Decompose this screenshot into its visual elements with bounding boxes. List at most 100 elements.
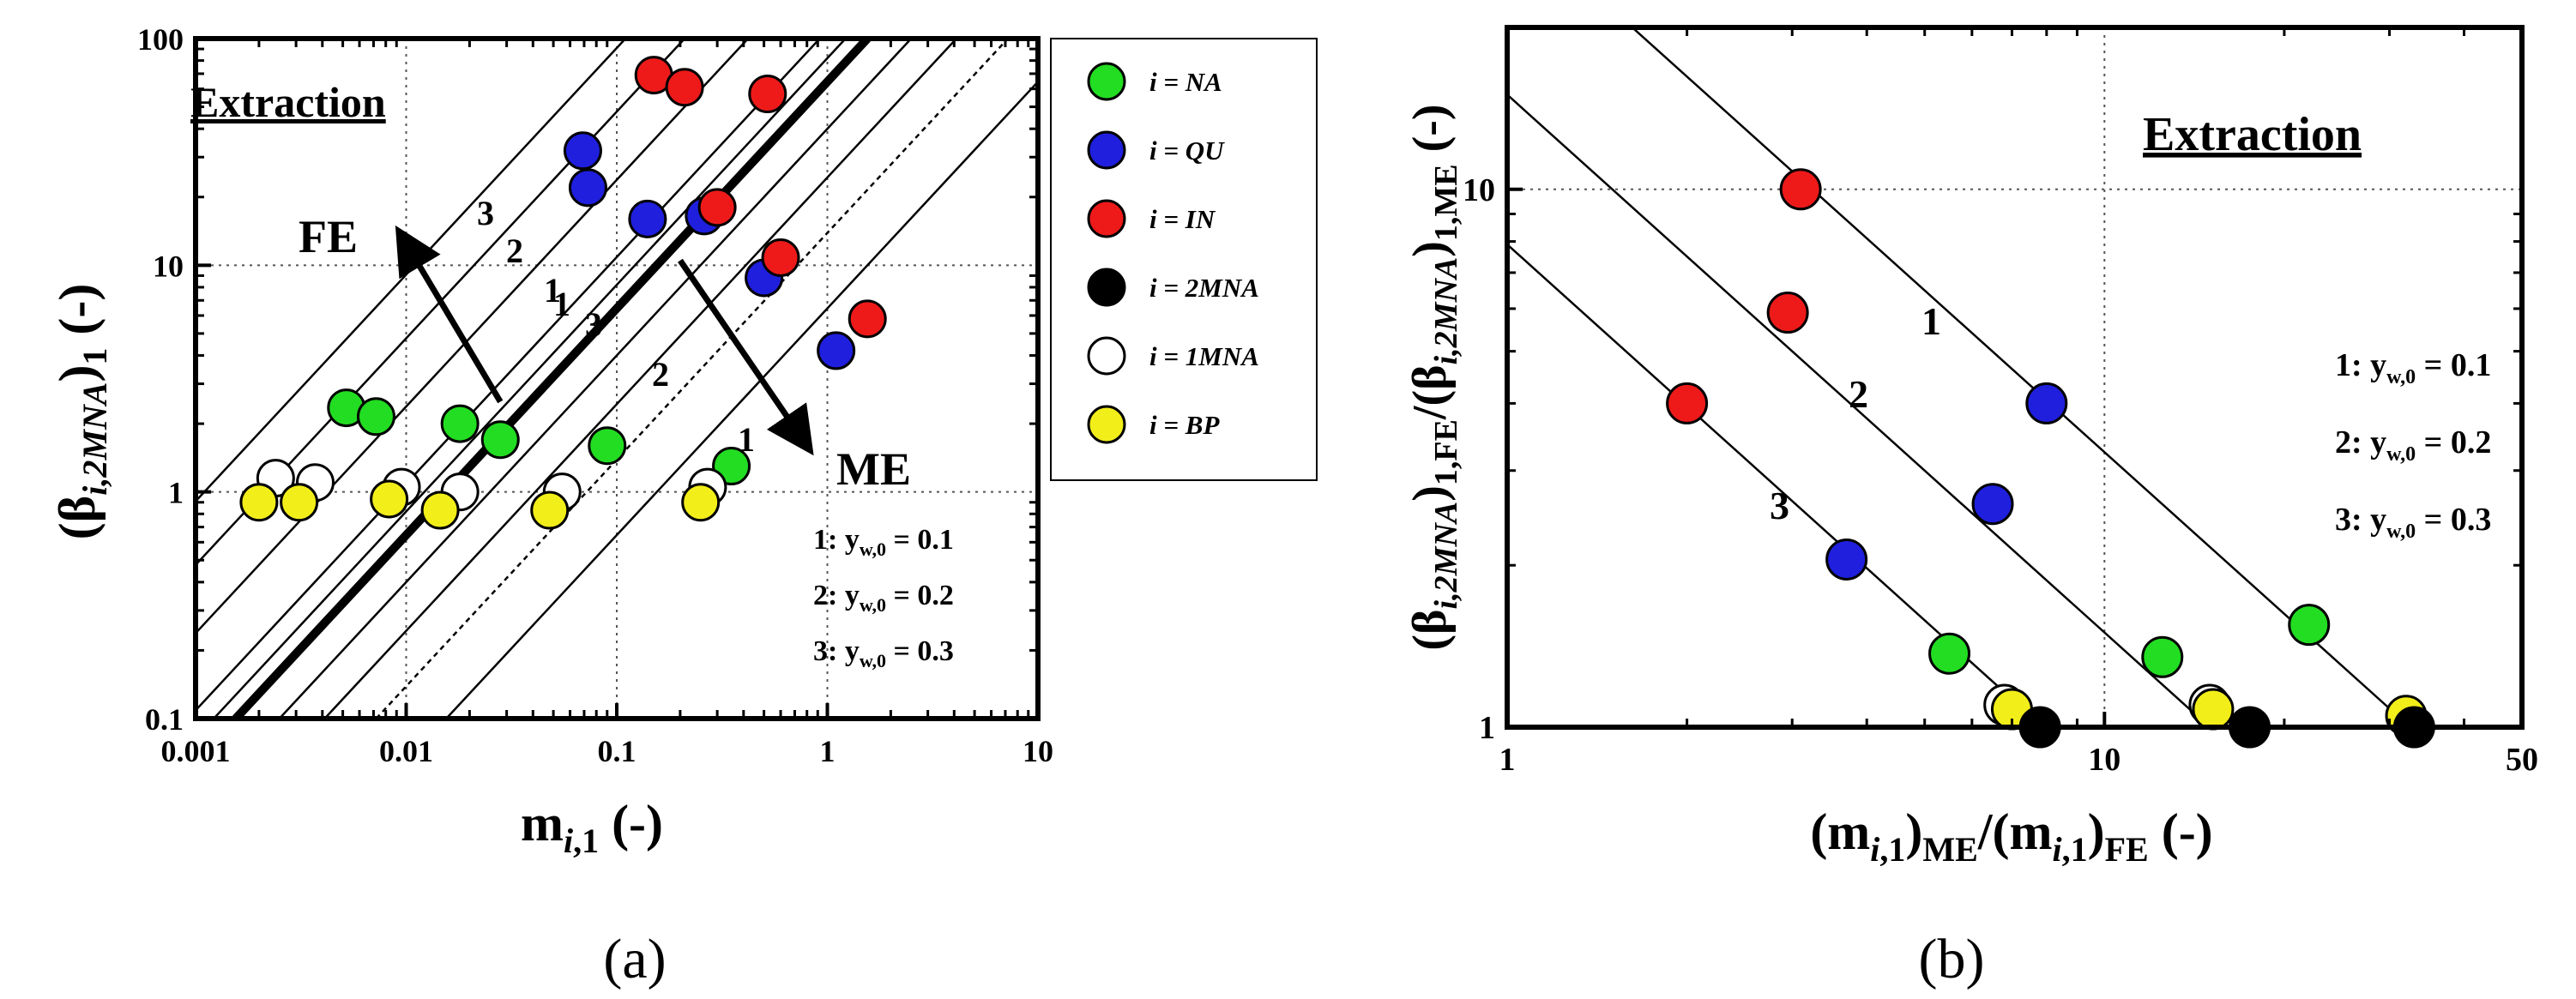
a-fit-line: [278, 39, 913, 719]
legend-marker: [1087, 130, 1126, 170]
b-y-tick-label: 10: [1463, 172, 1495, 208]
b-point-in: [1766, 292, 1809, 334]
legend: i = NA i = QU i = IN i = 2MNA i = 1MNA i = BP: [1050, 38, 1318, 481]
a-y-tick-label: 100: [137, 22, 184, 57]
a-point-na: [356, 397, 395, 436]
b-x-tick-label: 50: [2506, 742, 2538, 778]
a-fit-lines: [196, 39, 1038, 719]
fe-label: FE: [299, 211, 358, 262]
a-conditions: 1: yw,0 = 0.1 2: yw,0 = 0.2 3: yw,0 = 0.…: [813, 524, 954, 671]
b-point-na: [2288, 604, 2331, 647]
a-point-qu: [817, 331, 856, 370]
panel-a-caption: (a): [603, 928, 666, 990]
b-x-tick-label: 1: [1499, 742, 1516, 778]
legend-marker: [1087, 336, 1126, 376]
a-fit-line: [323, 39, 957, 719]
b-point-qu: [1825, 538, 1868, 581]
a-point-na: [588, 426, 627, 466]
b-x-axis-label: (mi,1)ME/(mi,1)FE (-): [1810, 803, 2212, 869]
a-fit-line: [213, 39, 847, 719]
a-fit-line: [196, 39, 749, 635]
a-point-bp: [681, 483, 721, 522]
b-point-na: [1928, 632, 1971, 675]
a-point-qu: [568, 168, 607, 208]
a-point-bp: [280, 483, 319, 522]
svg-text:2: yw,0 = 0.2: 2: yw,0 = 0.2: [2335, 424, 2491, 466]
a-point-na: [480, 420, 520, 460]
a-y-axis-label: (βi,2MNA)1 (-): [49, 284, 114, 540]
a-fit-line: [232, 39, 871, 719]
a-point-in: [848, 299, 887, 339]
a-point-bp: [420, 490, 460, 530]
panel-a: 0.001 0.01 0.1 1 10 0.1 1 10 100 Extraction FE M…: [49, 22, 1053, 990]
a-point-in: [665, 68, 704, 107]
a-ticks: 0.001 0.01 0.1 1 10 0.1 1 10 100: [137, 22, 1053, 768]
legend-label: i = IN: [1149, 204, 1216, 234]
a-line-label-fe-1: 1: [544, 271, 561, 310]
me-label: ME: [836, 443, 911, 495]
b-y-tick-label: 1: [1479, 710, 1495, 746]
b-x-tick-label: 10: [2088, 742, 2121, 778]
b-point-na: [2141, 635, 2184, 678]
b-title: Extraction: [2143, 108, 2362, 161]
svg-text:3: yw,0 = 0.3: 3: yw,0 = 0.3: [813, 635, 954, 671]
a-y-tick-label: 1: [168, 476, 184, 510]
a-y-tick-label: 0.1: [145, 702, 184, 737]
a-fit-line: [375, 39, 1009, 719]
panel-b-caption: (b): [1919, 928, 1985, 990]
svg-text:2: yw,0 = 0.2: 2: yw,0 = 0.2: [813, 580, 954, 616]
legend-label: i = QU: [1149, 135, 1225, 165]
svg-text:3: yw,0 = 0.3: 3: yw,0 = 0.3: [2335, 502, 2491, 543]
a-x-tick-label: 0.01: [379, 734, 433, 768]
a-fit-line: [196, 39, 821, 713]
a-title: Extraction: [190, 78, 386, 126]
b-grid: [1507, 27, 2522, 727]
a-point-in: [761, 238, 800, 277]
a-line-label-fe-3: 3: [477, 194, 494, 232]
a-line-label-me-1b: 1: [738, 420, 755, 459]
a-point-bp: [239, 483, 279, 522]
b-plot-frame: [1505, 25, 2525, 730]
a-line-label-me-3: 3: [585, 305, 602, 344]
legend-label: i = NA: [1149, 67, 1222, 97]
a-point-in: [697, 188, 737, 227]
b-point-in: [1666, 382, 1709, 424]
legend-label: i = 1MNA: [1149, 341, 1259, 371]
b-conditions: 1: yw,0 = 0.1 2: yw,0 = 0.2 3: yw,0 = 0.…: [2335, 347, 2491, 543]
b-points: [1666, 168, 2435, 749]
b-point-in: [1779, 168, 1822, 211]
me-arrow: [678, 258, 814, 456]
a-point-bp: [370, 479, 409, 519]
a-point-qu: [628, 199, 667, 238]
a-point-qu: [563, 131, 602, 171]
a-fit-line: [196, 39, 627, 503]
a-point-bp: [530, 490, 570, 530]
a-y-tick-label: 10: [153, 249, 184, 283]
legend-label: i = BP: [1149, 410, 1220, 440]
svg-text:1: yw,0 = 0.1: 1: yw,0 = 0.1: [2335, 347, 2491, 388]
a-x-tick-label: 0.1: [598, 734, 636, 768]
legend-marker: [1087, 405, 1126, 444]
a-x-axis-label: mi,1 (-): [521, 795, 663, 860]
b-ticks: 1 10 50 1 10: [1463, 26, 2538, 778]
a-points: [239, 56, 887, 530]
fe-arrow: [395, 225, 504, 404]
a-x-tick-label: 1: [820, 734, 836, 768]
b-point-qu: [2025, 382, 2068, 424]
b-line-label-2: 2: [1849, 372, 1868, 416]
a-line-label-fe-2: 2: [506, 232, 523, 270]
legend-marker: [1087, 62, 1126, 101]
b-line-label-3: 3: [1770, 484, 1789, 527]
b-point-qu: [1971, 483, 2014, 526]
b-point-bp: [2192, 688, 2235, 731]
a-line-label-me-1a: 1: [553, 285, 570, 323]
a-x-tick-label: 10: [1023, 734, 1053, 768]
b-y-axis-label: (βi,2MNA)1,FE/(βi,2MNA)1,ME (-): [1403, 104, 1464, 650]
svg-text:1: yw,0 = 0.1: 1: yw,0 = 0.1: [813, 524, 954, 560]
legend-label: i = 2MNA: [1149, 273, 1259, 303]
a-point-in: [748, 75, 787, 114]
a-grid: [196, 39, 1038, 719]
b-fit-line: [1507, 93, 2211, 727]
a-point-na: [440, 404, 480, 443]
